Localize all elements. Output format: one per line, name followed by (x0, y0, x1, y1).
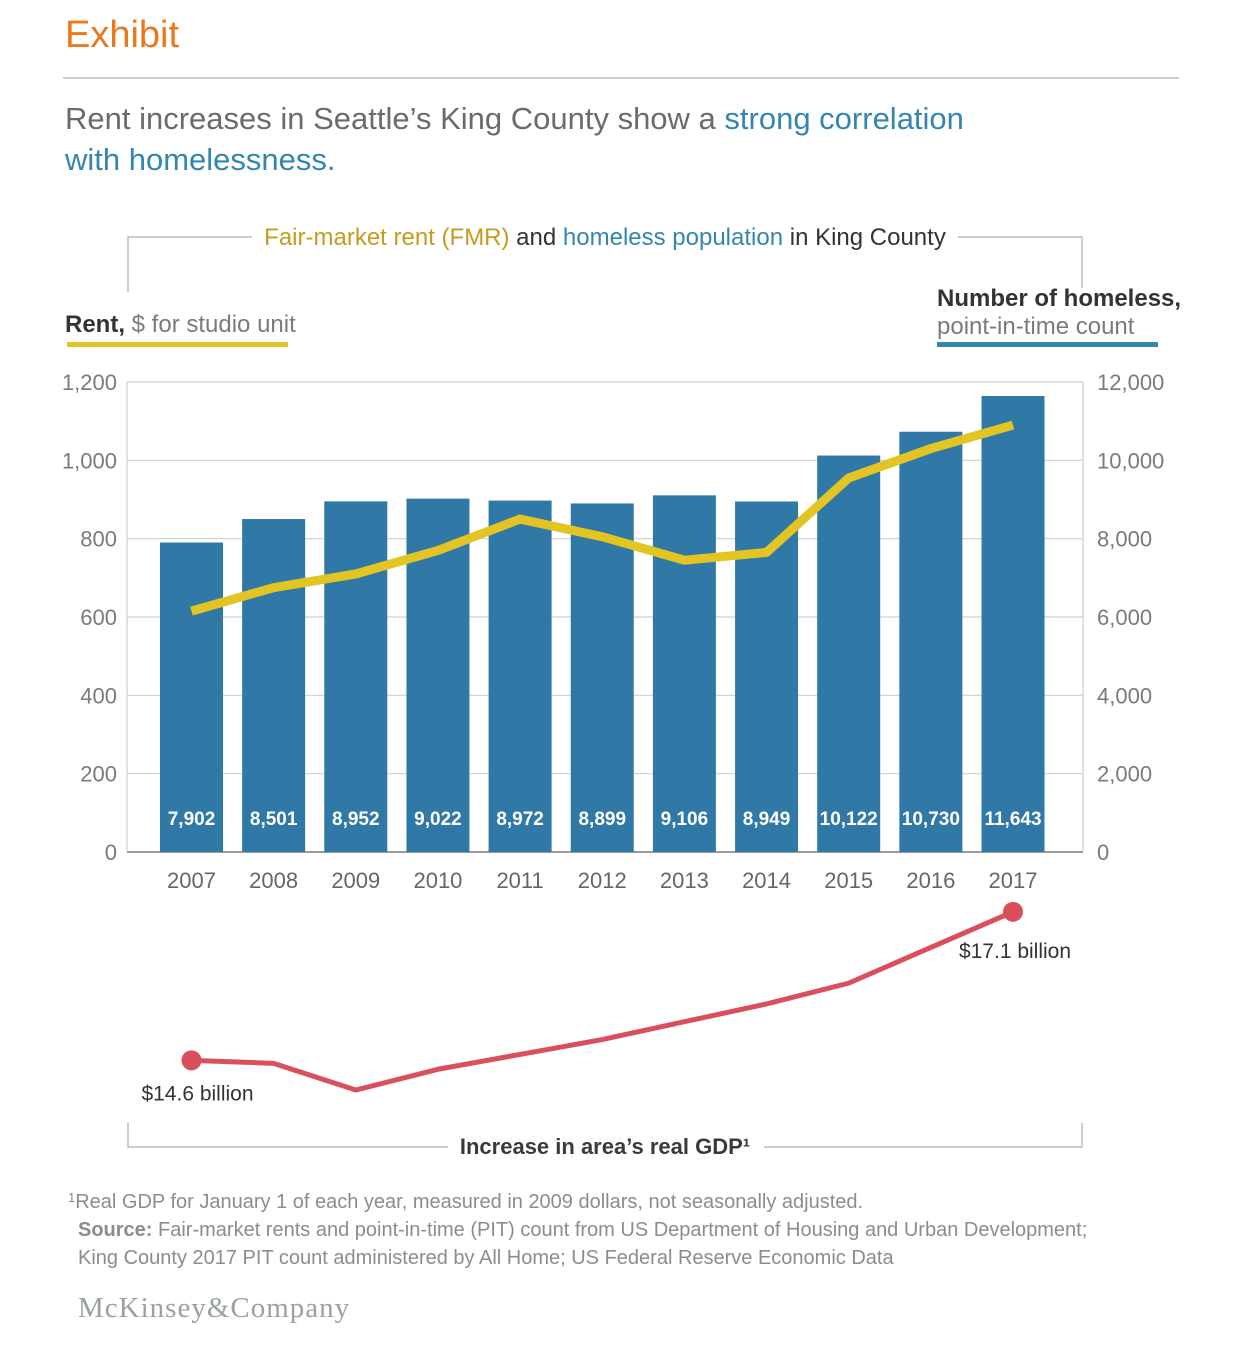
bar-value-label: 8,949 (743, 809, 791, 830)
exhibit-label: Exhibit (65, 14, 180, 56)
left-axis-tick: 600 (80, 605, 117, 630)
bottom-bracket-right (764, 1123, 1083, 1148)
footnotes: 1Real GDP for January 1 of each year, me… (68, 1184, 1163, 1272)
left-axis-tick: 800 (80, 527, 117, 552)
year-label: 2012 (578, 868, 627, 893)
bar-value-label: 11,643 (984, 809, 1041, 830)
bar-2015 (817, 455, 881, 852)
chart-title-homeless: homeless population (563, 224, 783, 251)
footnote-sup: 1 (68, 1190, 76, 1205)
bar-2011 (488, 500, 552, 852)
right-axis-tick: 8,000 (1097, 527, 1152, 552)
bar-value-label: 10,122 (820, 809, 878, 830)
page-title-highlight: strong correlation (724, 101, 964, 136)
left-axis-title-bold: Rent, (65, 311, 125, 338)
page-title-highlight-line2: with homelessness. (65, 142, 336, 177)
year-label: 2007 (167, 868, 216, 893)
right-axis-title-bold: Number of homeless, (937, 285, 1181, 312)
year-label: 2010 (413, 868, 462, 893)
bar-value-label: 9,022 (414, 809, 462, 830)
right-axis-underline (937, 342, 1158, 347)
bar-2007 (160, 542, 223, 852)
bar-2008 (242, 519, 306, 852)
fmr-line (190, 420, 1015, 616)
left-axis-tick: 0 (105, 840, 117, 865)
right-axis-tick: 0 (1097, 840, 1109, 865)
gdp-end-label: $17.1 billion (959, 940, 1071, 963)
right-axis-tick: 4,000 (1097, 683, 1152, 708)
right-axis-tick: 12,000 (1097, 370, 1164, 395)
source-label: Source: (78, 1219, 153, 1241)
bottom-bracket-left (127, 1123, 448, 1148)
bar-value-label: 8,501 (250, 809, 298, 830)
plot-area: 1,200 12,000 1,000 10,000 800 8,000 600 6,000 40… (62, 370, 1164, 1105)
top-bracket-left (127, 236, 252, 292)
gdp-bracket-label: Increase in area’s real GDP¹ (460, 1134, 750, 1159)
gdp-start-dot (181, 1050, 202, 1071)
footnote-line: 1Real GDP for January 1 of each year, me… (68, 1184, 1163, 1216)
source-text-1: Fair-market rents and point-in-time (PIT… (152, 1219, 1088, 1241)
source-line: Source: Fair-market rents and point-in-t… (68, 1216, 1163, 1272)
bar-value-label: 8,972 (496, 809, 544, 830)
header-divider (63, 77, 1179, 79)
right-axis-tick: 10,000 (1097, 448, 1164, 473)
year-label: 2014 (742, 868, 791, 893)
gdp-line (191, 909, 1014, 1093)
bar-value-label: 8,952 (332, 809, 380, 830)
left-axis-tick: 1,000 (62, 448, 117, 473)
right-axis-tick: 2,000 (1097, 762, 1152, 787)
bar-value-label: 8,899 (578, 809, 626, 830)
chart-title: Fair-market rent (FMR) and homeless popu… (264, 224, 946, 251)
year-label: 2016 (906, 868, 955, 893)
combo-chart: Fair-market rent (FMR) and homeless popu… (62, 224, 1181, 1159)
gdp-start-label: $14.6 billion (141, 1082, 253, 1105)
bar-value-label: 9,106 (661, 809, 709, 830)
left-axis-title: Rent, $ for studio unit (65, 311, 296, 338)
right-axis-tick: 6,000 (1097, 605, 1152, 630)
left-axis-underline (67, 342, 288, 347)
year-label: 2013 (660, 868, 709, 893)
bar-2014 (735, 501, 799, 852)
left-axis-tick: 1,200 (62, 370, 117, 395)
left-axis-tick: 200 (80, 762, 117, 787)
bar-2016 (899, 431, 963, 852)
year-label: 2009 (331, 868, 380, 893)
bar-value-label: 10,730 (902, 809, 960, 830)
chart-title-suffix: in King County (783, 224, 946, 251)
bar-value-label: 7,902 (168, 809, 216, 830)
left-axis-title-rest: $ for studio unit (125, 311, 296, 338)
bar-2012 (570, 503, 634, 852)
chart-title-and: and (510, 224, 563, 251)
year-label: 2015 (824, 868, 873, 893)
bar-2009 (324, 501, 388, 852)
page-title: Rent increases in Seattle’s King County … (65, 98, 1185, 180)
bar-2013 (652, 495, 716, 852)
gdp-end-dot (1003, 901, 1023, 922)
source-text-2: King County 2017 PIT count administered … (78, 1247, 894, 1269)
top-bracket-right (958, 236, 1083, 288)
year-label: 2017 (989, 868, 1038, 893)
bar-2017 (981, 395, 1045, 852)
left-axis-tick: 400 (80, 683, 117, 708)
year-label: 2011 (496, 868, 543, 893)
right-axis-title-line2: point-in-time count (937, 313, 1135, 340)
page-title-plain: Rent increases in Seattle’s King County … (65, 101, 725, 136)
year-label: 2008 (249, 868, 298, 893)
footnote-text: Real GDP for January 1 of each year, mea… (75, 1191, 864, 1213)
mckinsey-logo: McKinsey&Company (78, 1292, 351, 1324)
chart-title-fmr: Fair-market rent (FMR) (264, 224, 509, 251)
